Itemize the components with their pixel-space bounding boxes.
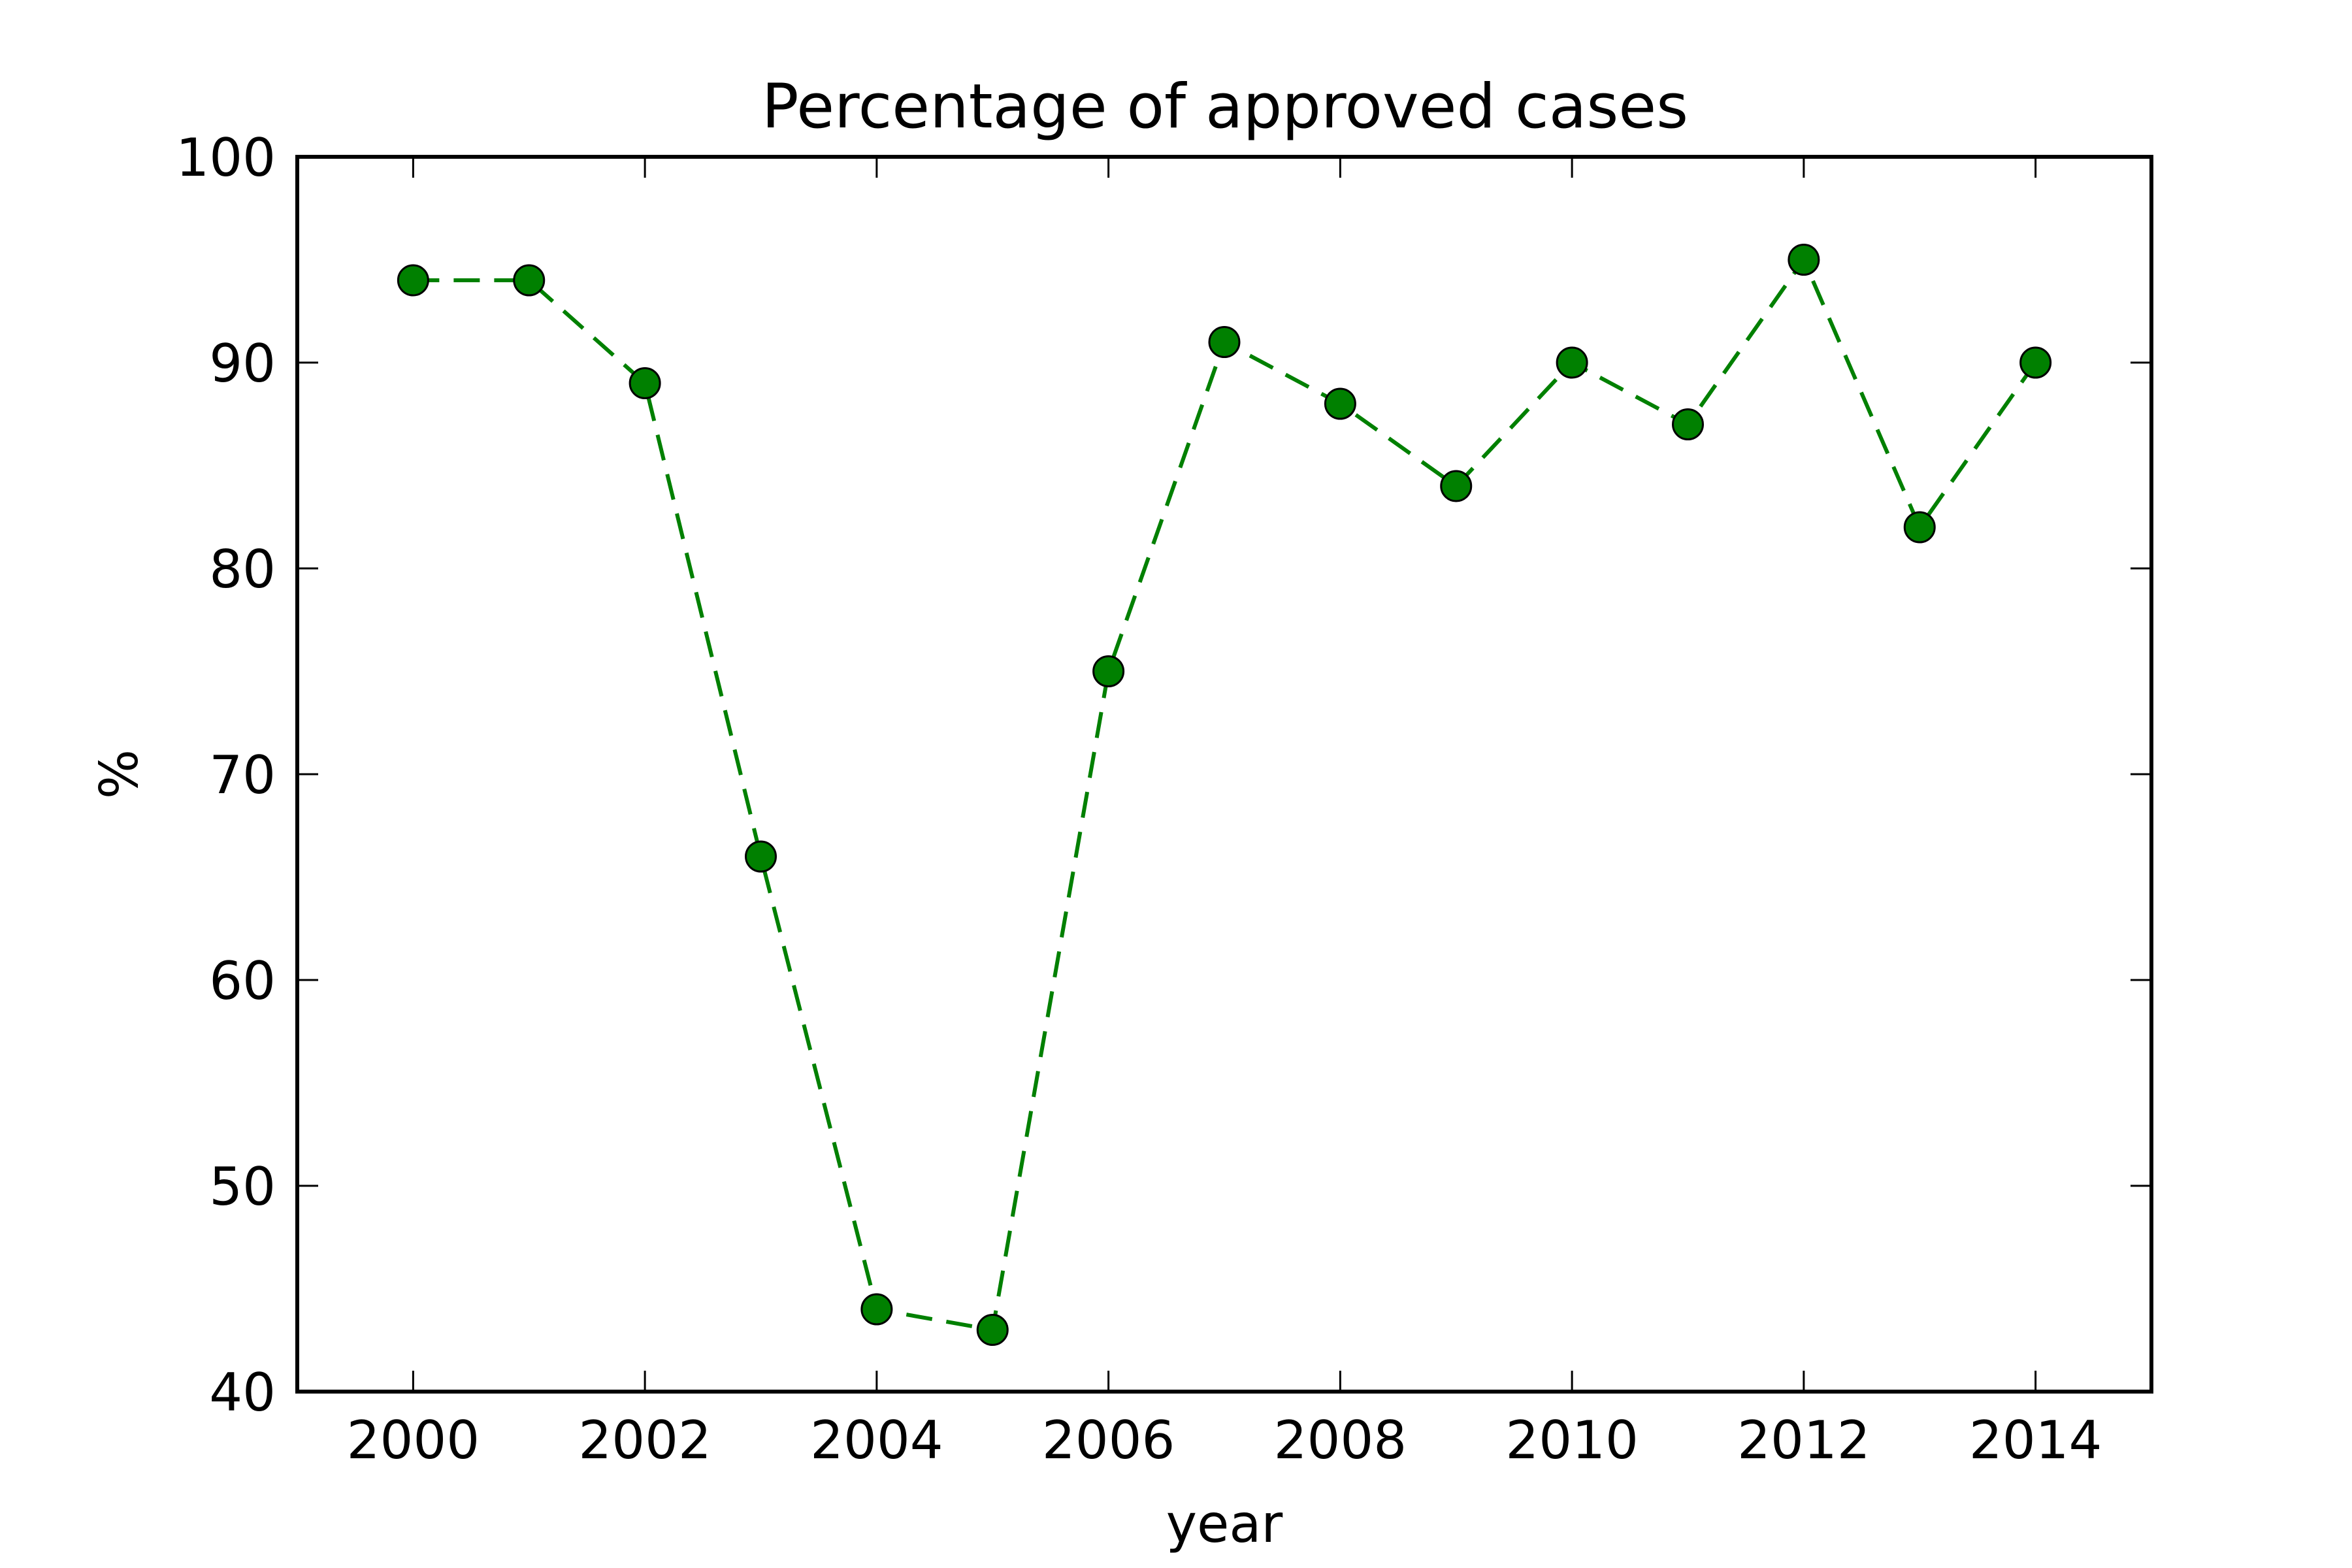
data-point	[629, 367, 661, 399]
y-tick-label: 40	[209, 1362, 276, 1423]
y-tick-label: 60	[209, 951, 276, 1011]
chart-title: Percentage of approved cases	[762, 71, 1688, 142]
x-axis: 2000 2002 2004 2006 2008 2010 2012 2014	[347, 157, 2102, 1471]
series-line	[413, 255, 2038, 1332]
data-point	[2019, 346, 2052, 379]
x-tick-label: 2004	[810, 1410, 943, 1471]
data-point	[1903, 511, 1936, 544]
y-axis-label: %	[89, 749, 150, 799]
data-point	[1788, 244, 1820, 276]
y-axis: 40 50 60 70 80 90 100	[176, 127, 2151, 1423]
plot-area: 40 50 60 70 80 90 100 2000 2002 2004 2006 2008 2010…	[176, 127, 2153, 1471]
data-point	[1208, 326, 1241, 358]
y-tick-label: 100	[176, 127, 276, 188]
series-layer	[397, 244, 2052, 1346]
x-tick-label: 2002	[578, 1410, 711, 1471]
y-tick-label: 90	[209, 333, 276, 394]
y-tick-label: 80	[209, 539, 276, 600]
data-point	[513, 264, 546, 297]
data-point	[860, 1293, 893, 1326]
x-axis-label: year	[1166, 1494, 1283, 1554]
x-tick-label: 2012	[1737, 1410, 1870, 1471]
data-point	[1324, 387, 1356, 420]
x-tick-label: 2014	[1969, 1410, 2102, 1471]
data-point	[1440, 470, 1473, 502]
data-point	[1092, 655, 1125, 687]
data-point	[1556, 346, 1588, 379]
y-tick-label: 70	[209, 745, 276, 806]
data-point	[976, 1314, 1009, 1346]
x-tick-label: 2008	[1274, 1410, 1407, 1471]
y-tick-label: 50	[209, 1156, 276, 1217]
data-point	[1672, 408, 1704, 440]
x-tick-label: 2010	[1505, 1410, 1639, 1471]
data-point	[745, 840, 777, 873]
x-tick-label: 2006	[1042, 1410, 1175, 1471]
data-point	[397, 264, 429, 297]
x-tick-label: 2000	[347, 1410, 480, 1471]
